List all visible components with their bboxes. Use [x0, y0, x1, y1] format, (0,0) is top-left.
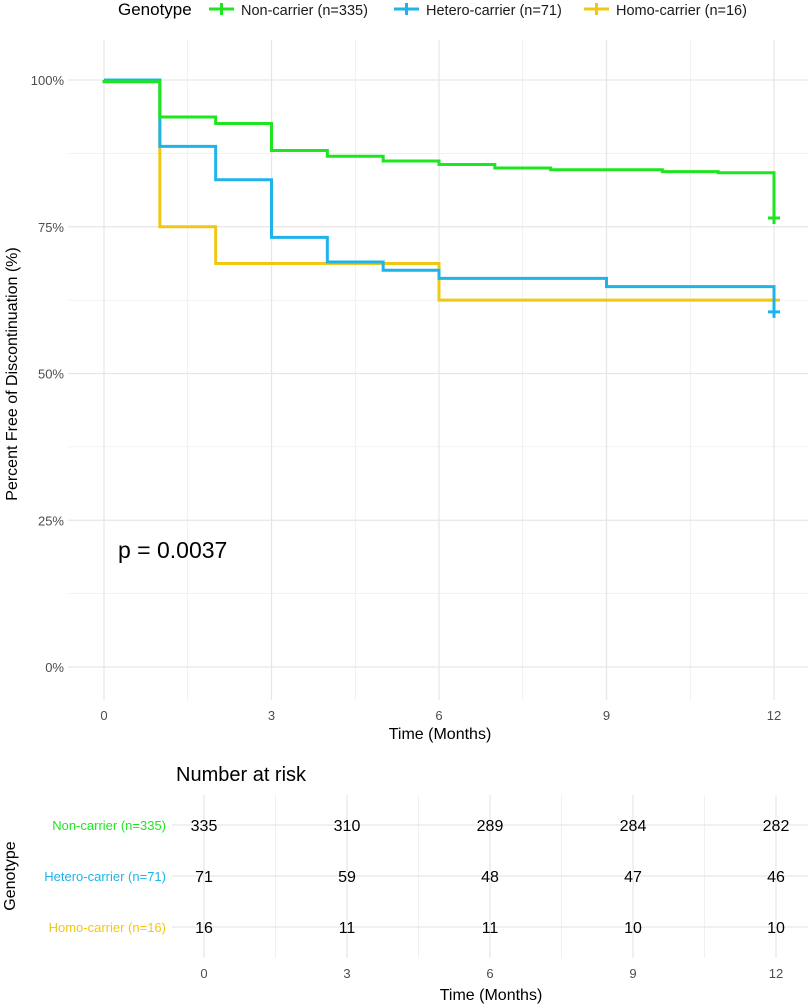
main-axis-ticks: 0% 25% 50% 75% 100% 0 3 6 9 12 — [31, 73, 781, 723]
censor-mark-non-carrier — [768, 211, 780, 224]
risk-row-label-homo-carrier: Homo-carrier (n=16) — [49, 920, 166, 935]
risk-cell-hetero-carrier: 48 — [481, 869, 499, 886]
curve-hetero-carrier — [104, 78, 776, 315]
x-tick-label: 0 — [100, 708, 107, 723]
legend-label-homo-carrier: Homo-carrier (n=16) — [616, 3, 747, 19]
y-tick-label: 100% — [31, 73, 65, 88]
risk-table-title: Number at risk — [176, 764, 307, 786]
risk-cell-non-carrier: 310 — [334, 818, 361, 835]
main-gridlines — [68, 40, 808, 700]
x-tick-label: 12 — [767, 708, 781, 723]
risk-cell-hetero-carrier: 47 — [624, 869, 642, 886]
risk-cell-hetero-carrier: 71 — [195, 869, 213, 886]
legend-label-hetero-carrier: Hetero-carrier (n=71) — [426, 3, 562, 19]
main-x-axis-title: Time (Months) — [389, 726, 492, 743]
risk-x-tick-label: 6 — [486, 966, 493, 981]
risk-table-y-axis-title: Genotype — [2, 841, 19, 910]
risk-cell-homo-carrier: 10 — [767, 920, 785, 937]
y-tick-label: 50% — [38, 367, 64, 382]
x-tick-label: 3 — [268, 708, 275, 723]
risk-cell-hetero-carrier: 46 — [767, 869, 785, 886]
risk-cell-non-carrier: 282 — [763, 818, 790, 835]
risk-cell-homo-carrier: 16 — [195, 920, 213, 937]
risk-cell-non-carrier: 335 — [191, 818, 218, 835]
risk-row-label-non-carrier: Non-carrier (n=335) — [52, 818, 166, 833]
p-value-annotation: p = 0.0037 — [118, 537, 227, 563]
risk-row-label-hetero-carrier: Hetero-carrier (n=71) — [44, 869, 166, 884]
y-tick-label: 0% — [45, 660, 64, 675]
risk-table-x-axis-title: Time (Months) — [440, 987, 543, 1004]
legend-entry-hetero-carrier: Hetero-carrier (n=71) — [394, 3, 562, 19]
risk-x-tick-label: 9 — [629, 966, 636, 981]
risk-x-tick-label: 0 — [200, 966, 207, 981]
risk-cell-homo-carrier: 10 — [624, 920, 642, 937]
x-tick-label: 6 — [435, 708, 442, 723]
legend-title: Genotype — [118, 0, 192, 19]
y-tick-label: 25% — [38, 513, 64, 528]
legend-entry-homo-carrier: Homo-carrier (n=16) — [584, 3, 747, 19]
censor-mark-hetero-carrier — [768, 305, 780, 318]
x-tick-label: 9 — [603, 708, 610, 723]
risk-cell-non-carrier: 284 — [620, 818, 647, 835]
legend-label-non-carrier: Non-carrier (n=335) — [241, 3, 368, 19]
legend-entry-non-carrier: Non-carrier (n=335) — [209, 3, 368, 19]
risk-cell-hetero-carrier: 59 — [338, 869, 356, 886]
survival-curves — [102, 78, 780, 318]
curve-non-carrier — [102, 80, 776, 221]
risk-x-tick-label: 3 — [343, 966, 350, 981]
risk-x-tick-label: 12 — [769, 966, 783, 981]
risk-cell-homo-carrier: 11 — [482, 920, 499, 937]
y-tick-label: 75% — [38, 220, 64, 235]
risk-table-cells: Non-carrier (n=335) 335 310 289 284 282Hetero… — [44, 818, 789, 981]
legend: Genotype Non-carrier (n=335) Hetero-carr… — [118, 0, 747, 19]
risk-cell-non-carrier: 289 — [477, 818, 504, 835]
main-y-axis-title: Percent Free of Discontinuation (%) — [4, 247, 21, 500]
risk-table-gridlines — [172, 795, 808, 958]
risk-cell-homo-carrier: 11 — [339, 920, 356, 937]
